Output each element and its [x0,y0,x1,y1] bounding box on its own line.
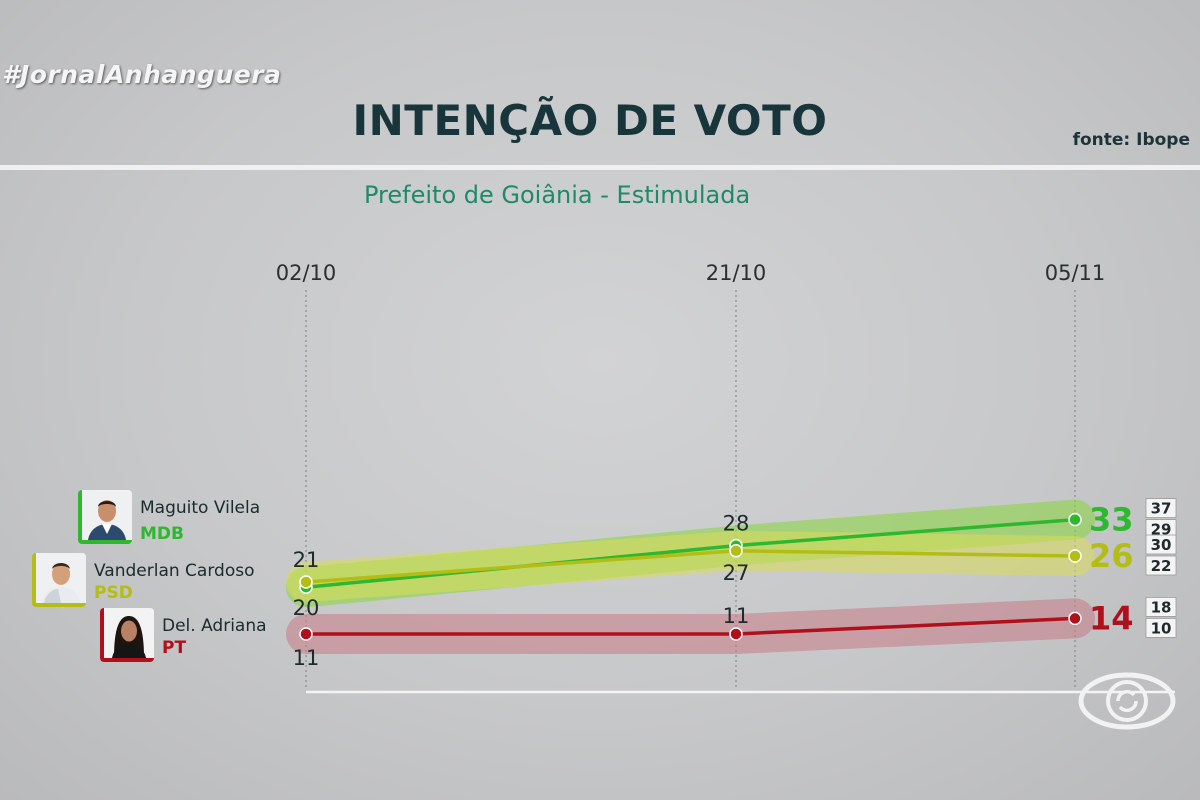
chart-subtitle: Prefeito de Goiânia - Estimulada [364,181,751,209]
candidate-photo-icon [32,553,86,607]
margin-box [1145,534,1177,555]
final-value-label: 14 [1089,599,1134,637]
candidate-name: Vanderlan Cardoso [94,561,255,581]
header-divider [0,165,1200,170]
candidate-party: MDB [140,524,184,544]
globo-logo-icon [1078,672,1176,730]
data-label: 27 [723,561,750,585]
margin-box [1145,555,1177,576]
margin-box [1145,618,1177,638]
candidate-name: Maguito Vilela [140,498,261,518]
data-point [1068,549,1082,563]
x-tick-label: 21/10 [706,261,767,285]
data-point [729,544,743,558]
final-value-label: 26 [1089,537,1134,575]
data-label: 11 [293,646,320,670]
data-point [299,575,313,589]
candidate-photo-icon [100,608,154,662]
margin-label: 18 [1151,598,1172,616]
hashtag-watermark: #JornalAnhanguera [2,60,282,89]
margin-label: 30 [1151,536,1172,554]
margin-box [1145,498,1177,519]
margin-box [1145,597,1177,617]
data-point [1068,512,1082,527]
candidate-photo-icon [78,490,132,544]
x-tick-label: 02/10 [276,261,337,285]
candidate-party: PSD [94,583,133,603]
x-tick-label: 05/11 [1045,261,1106,285]
data-point [729,627,743,641]
series-band [286,598,1095,654]
data-point [1068,611,1082,626]
data-label: 28 [723,512,750,536]
margin-label: 10 [1151,619,1172,637]
margin-label: 37 [1151,500,1172,518]
source-label: fonte: Ibope [1072,130,1190,150]
chart-title: INTENÇÃO DE VOTO [352,96,828,145]
data-label: 21 [293,548,320,572]
candidate-party: PT [162,638,187,658]
data-point [299,627,313,641]
data-label: 20 [293,596,320,620]
candidate-name: Del. Adriana [162,616,267,636]
margin-label: 22 [1151,557,1172,575]
margin-label: 29 [1151,521,1172,539]
data-label: 11 [723,604,750,628]
final-value-label: 33 [1089,501,1134,539]
